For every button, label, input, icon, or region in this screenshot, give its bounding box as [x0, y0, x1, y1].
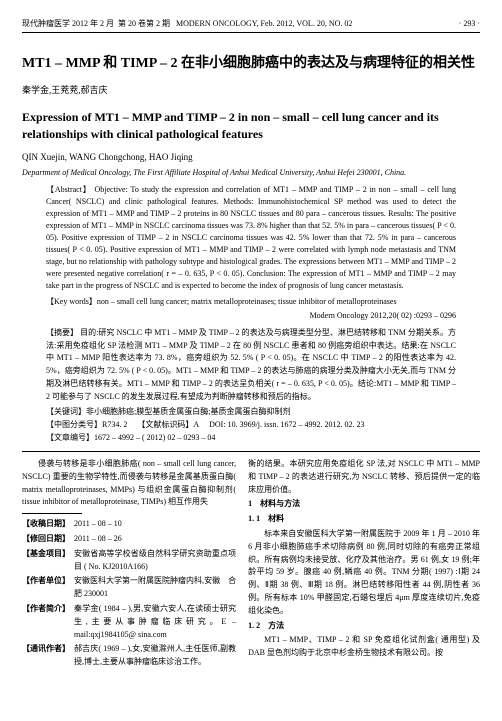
page-number: · 293 · [459, 18, 480, 29]
meta-unit: 【作者单位】 安徽医科大学第一附属医院肿瘤内科,安徽 合肥 230001 [22, 575, 236, 601]
para-1-1: 标本来自安徽医科大学第一附属医院于 2009 年 1 月 – 2010 年 6 … [248, 528, 480, 618]
meta-value-received: 2011 – 08 – 10 [74, 518, 236, 531]
meta-received: 【收稿日期】 2011 – 08 – 10 [22, 518, 236, 531]
authors-en: QIN Xuejin, WANG Chongchong, HAO Jiqing [22, 151, 480, 164]
pub-line: Modern Oncology 2012,20( 02) :0293 – 029… [22, 310, 480, 321]
title-cn: MT1 – MMP 和 TIMP – 2 在非小细胞肺癌中的表达及与病理特征的相… [22, 51, 480, 76]
abstract-cn: 【摘要】 目的:研究 NSCLC 中 MT1 – MMP 及 TIMP – 2 … [22, 327, 480, 404]
footnote-divider [22, 513, 82, 514]
meta-fund: 【基金项目】 安徽省高等学校省级自然科学研究资助重点项目 ( No. KJ201… [22, 548, 236, 574]
journal-cn: 现代肿瘤医学 [22, 19, 70, 28]
column-left: 侵袭与转移是非小细胞肺癌( non – small cell lung canc… [22, 458, 236, 671]
section-1: 1 材料与方法 [248, 498, 480, 511]
doc-code: 【文献标识码】A [137, 420, 199, 429]
meta-label-revised: 【修回日期】 [22, 533, 74, 546]
body-columns: 侵袭与转移是非小细胞肺癌( non – small cell lung canc… [22, 458, 480, 671]
meta-value-author: 秦学金( 1984 – ),男,安徽六安人,在读硕士研究生,主要从事肿瘤临床研究… [74, 603, 236, 641]
authors-cn: 秦学金,王茺茺,郝吉庆 [22, 84, 480, 97]
journal-en: MODERN ONCOLOGY, Feb. 2012, VOL. 20, NO.… [176, 19, 352, 28]
para-1-2: MT1 – MMP、TIMP – 2 和 SP 免疫组化试剂盒( 通用型) 及 … [248, 634, 480, 660]
intro-right: 衡的结果。本研究应用免疫组化 SP 法,对 NSCLC 中 MT1 – MMP … [248, 458, 480, 496]
affiliation: Department of Medical Oncology, The Firs… [22, 167, 480, 178]
meta-label-received: 【收稿日期】 [22, 518, 74, 531]
section-1-2: 1. 2 方法 [248, 620, 480, 633]
meta-author-bio: 【作者简介】 秦学金( 1984 – ),男,安徽六安人,在读硕士研究生,主要从… [22, 603, 236, 641]
meta-value-unit: 安徽医科大学第一附属医院肿瘤内科,安徽 合肥 230001 [74, 575, 236, 601]
meta-label-author: 【作者简介】 [22, 603, 74, 641]
doc-number: 【文章编号】1672 – 4992 – ( 2012) 02 – 0293 – … [22, 432, 480, 443]
meta-value-corresponding: 郝吉庆( 1969 – ),女,安徽滁州人,主任医师,副教授,博士,主要从事肿瘤… [74, 643, 236, 669]
meta-value-revised: 2011 – 08 – 26 [74, 533, 236, 546]
classification-row: 【中图分类号】R734. 2 【文献标识码】A DOI: 10. 3969/j.… [22, 419, 480, 430]
abstract-en: 【Abstract】 Objective: To study the expre… [22, 184, 480, 292]
meta-corresponding: 【通讯作者】 郝吉庆( 1969 – ),女,安徽滁州人,主任医师,副教授,博士… [22, 643, 236, 669]
column-right: 衡的结果。本研究应用免疫组化 SP 法,对 NSCLC 中 MT1 – MMP … [248, 458, 480, 671]
divider [22, 451, 480, 452]
meta-label-corresponding: 【通讯作者】 [22, 643, 74, 669]
doi: DOI: 10. 3969/j. issn. 1672 – 4992. 2012… [209, 420, 364, 429]
meta-revised: 【修回日期】 2011 – 08 – 26 [22, 533, 236, 546]
journal-header: 现代肿瘤医学 2012 年 2 月 第 20 卷第 2 期 MODERN ONC… [22, 18, 480, 33]
vol-cn: 第 20 卷第 2 期 [118, 19, 170, 28]
title-en: Expression of MT1 – MMP and TIMP – 2 in … [22, 109, 480, 143]
intro-left: 侵袭与转移是非小细胞肺癌( non – small cell lung canc… [22, 458, 236, 509]
keywords-en: 【Key words】non – small cell lung cancer;… [22, 296, 480, 307]
meta-value-fund: 安徽省高等学校省级自然科学研究资助重点项目 ( No. KJ2010A166) [74, 548, 236, 574]
journal-header-left: 现代肿瘤医学 2012 年 2 月 第 20 卷第 2 期 MODERN ONC… [22, 18, 352, 29]
section-1-1: 1. 1 材料 [248, 513, 480, 526]
keywords-cn: 【关键词】非小细胞肺癌;膜型基质金属蛋白酶;基质金属蛋白酶抑制剂 [22, 406, 480, 417]
meta-label-fund: 【基金项目】 [22, 548, 74, 574]
meta-label-unit: 【作者单位】 [22, 575, 74, 601]
date-cn: 2012 年 2 月 [72, 19, 114, 28]
classify-code: 【中图分类号】R734. 2 [46, 420, 127, 429]
